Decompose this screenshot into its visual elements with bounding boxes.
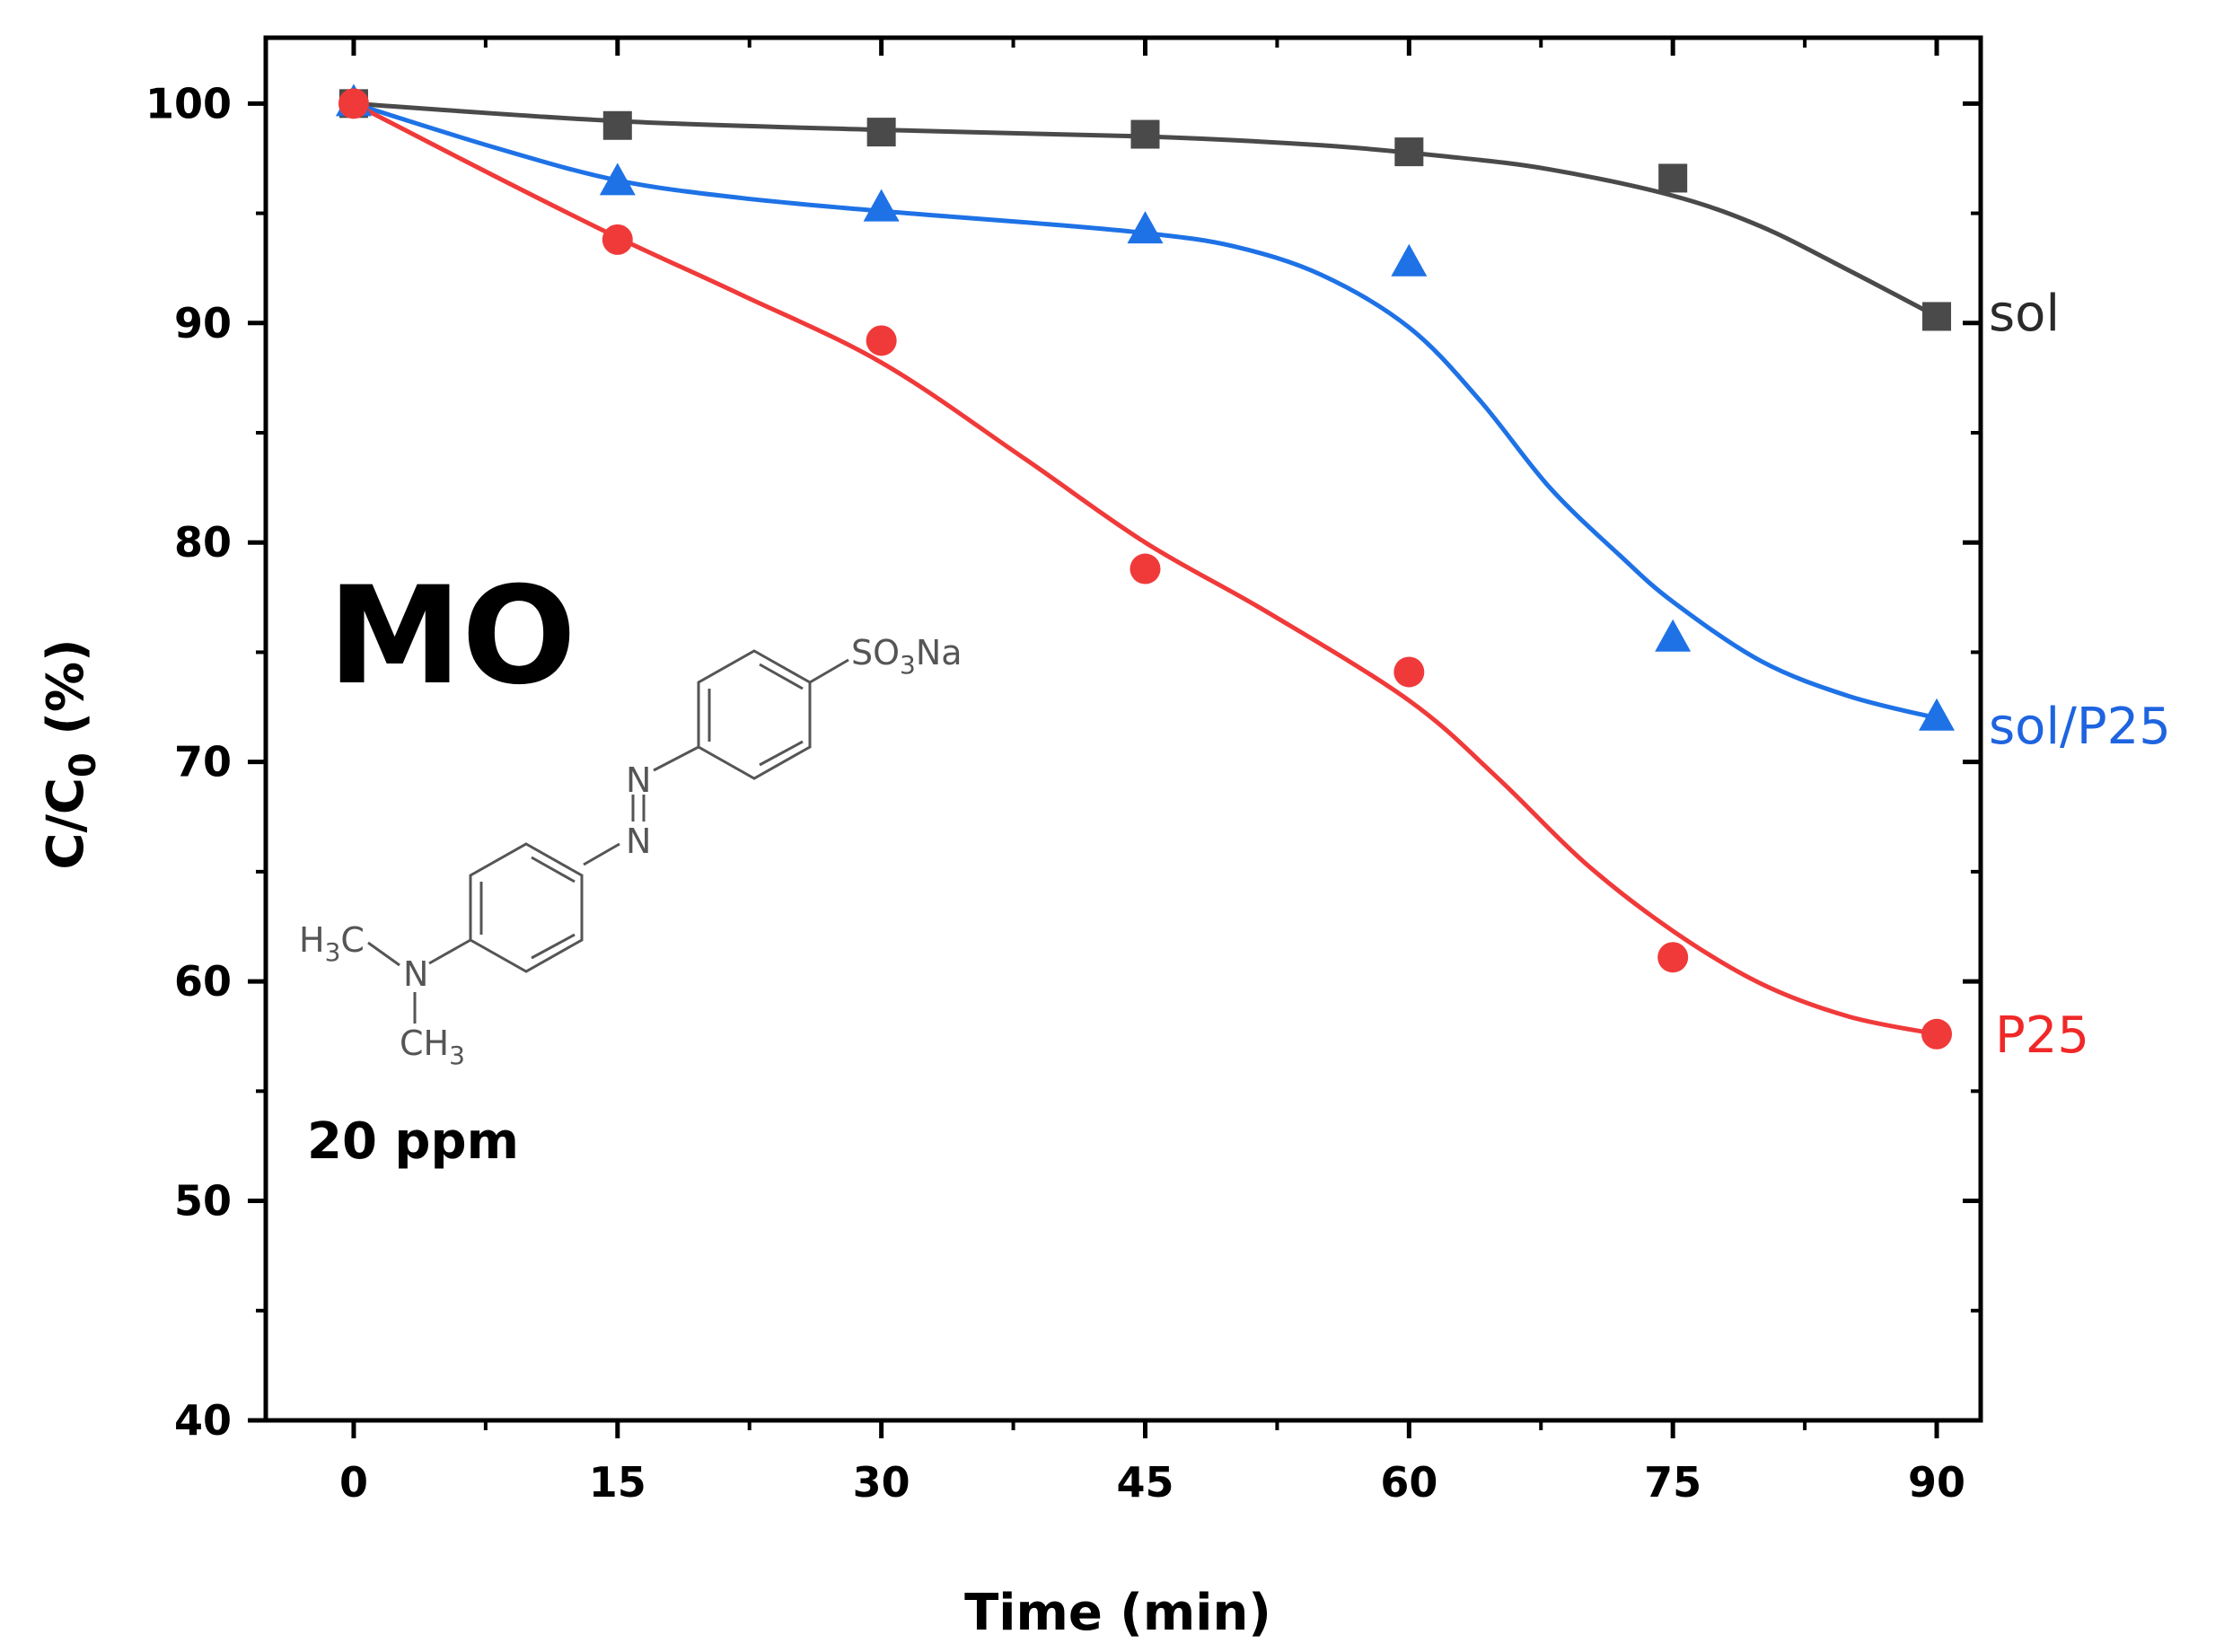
x-tick-label: 75 [1644, 1458, 1701, 1507]
bond-n-ring [583, 842, 620, 866]
point-p25 [1657, 942, 1689, 973]
bond-so3na [809, 658, 849, 684]
x-tick-label: 90 [1908, 1458, 1965, 1507]
point-sol-p25 [599, 163, 636, 196]
point-p25 [1393, 656, 1425, 688]
y-tick-label: 80 [174, 518, 232, 567]
fit-curves [352, 101, 1938, 1037]
point-sol-p25 [1127, 211, 1164, 244]
point-sol-p25 [1655, 619, 1692, 652]
x-tick-label: 15 [589, 1458, 646, 1507]
point-sol [1658, 163, 1688, 193]
plot-area: 0 15 30 45 60 75 90 40 50 60 70 80 90 100 [145, 35, 1983, 1507]
point-sol-p25 [1391, 243, 1428, 277]
point-p25 [602, 224, 633, 255]
point-sol-p25 [1919, 698, 1956, 731]
methyl-orange-structure [367, 649, 849, 1024]
structure-labels: SO3Na N N N H3C CH3 [299, 633, 963, 1070]
point-sol [1394, 137, 1424, 167]
y-tick-label: 50 [174, 1177, 232, 1226]
point-p25 [338, 88, 369, 119]
bond-ring-n [653, 745, 699, 772]
data-markers [335, 83, 1956, 1050]
azo-n1-label: N [626, 760, 651, 800]
point-sol [866, 118, 896, 147]
x-tick-label: 30 [853, 1458, 910, 1507]
y-axis-title-main: C/C [37, 778, 95, 870]
concentration-label: 20 ppm [307, 1112, 519, 1171]
so3na-label: SO3Na [851, 633, 963, 680]
amine-n-label: N [403, 954, 428, 994]
y-axis-title-sub: 0 [63, 752, 104, 778]
y-tick-label: 90 [174, 299, 232, 347]
point-sol [1130, 119, 1160, 149]
y-tick-label: 70 [174, 738, 232, 786]
benzene-ring-bottom [469, 842, 584, 973]
x-axis-title: Time (min) [964, 1584, 1271, 1642]
plot-frame [263, 35, 1983, 1423]
y-tick-label: 40 [174, 1396, 232, 1445]
fit-curve-sol [353, 101, 1938, 319]
x-tick-label: 0 [339, 1458, 368, 1507]
axis-ticks: 0 15 30 45 60 75 90 40 50 60 70 80 90 100 [145, 38, 1981, 1507]
point-p25 [1921, 1018, 1953, 1050]
y-axis-title: C/C0 (%) [37, 638, 104, 869]
fit-curve-p25 [352, 101, 1938, 1037]
bond-ring-amine [428, 938, 471, 965]
y-axis-title-tail: (%) [37, 638, 95, 752]
bond-amine-methyl-left [367, 941, 400, 967]
analyte-label: MO [328, 558, 576, 715]
point-sol [602, 110, 632, 140]
methyl-left-label: H3C [299, 920, 365, 967]
benzene-ring-top [697, 649, 812, 780]
x-tick-label: 60 [1380, 1458, 1437, 1507]
point-p25 [866, 325, 897, 356]
fit-curve-sol-p25 [353, 101, 1938, 721]
point-sol [1922, 302, 1952, 331]
methyl-bottom-label: CH3 [400, 1024, 465, 1070]
point-p25 [1130, 553, 1161, 584]
y-tick-label: 60 [174, 957, 232, 1006]
azo-n2-label: N [626, 822, 651, 861]
x-tick-label: 45 [1116, 1458, 1174, 1507]
series-label-sol: sol [1989, 285, 2060, 343]
series-label-p25: P25 [1995, 1006, 2089, 1065]
y-tick-label: 100 [145, 79, 232, 127]
series-label-sol-p25: sol/P25 [1989, 698, 2171, 756]
point-sol-p25 [863, 189, 900, 222]
